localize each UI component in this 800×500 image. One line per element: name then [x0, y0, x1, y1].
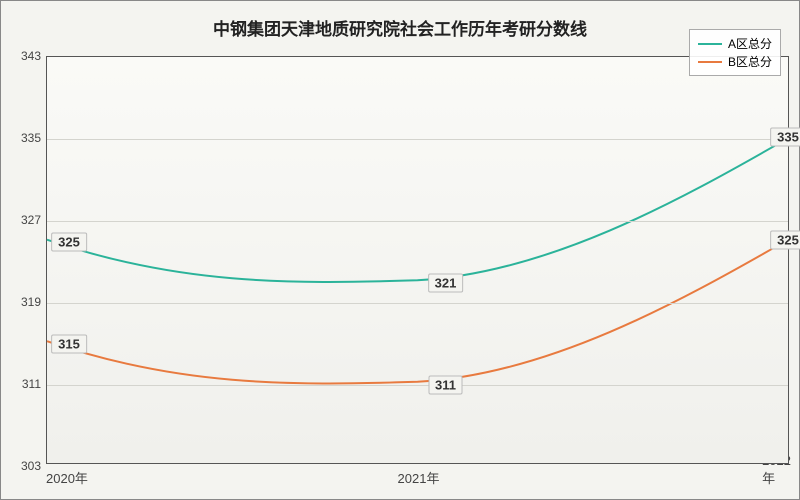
legend: A区总分 B区总分 [689, 29, 781, 76]
y-tick-label: 343 [1, 49, 41, 63]
chart-container: 中钢集团天津地质研究院社会工作历年考研分数线 A区总分 B区总分 303 311 3… [0, 0, 800, 500]
legend-label: B区总分 [728, 53, 772, 70]
legend-item: A区总分 [698, 35, 772, 52]
grid-line [47, 221, 788, 222]
data-label: 325 [51, 232, 87, 251]
chart-title: 中钢集团天津地质研究院社会工作历年考研分数线 [1, 15, 799, 40]
y-tick-label: 335 [1, 131, 41, 145]
y-tick-label: 327 [1, 213, 41, 227]
plot-area: 325321335315311325 [46, 56, 789, 464]
grid-line [47, 303, 788, 304]
x-tick-label: 2020年 [46, 468, 88, 487]
legend-swatch-a [698, 43, 722, 45]
data-label: 321 [428, 273, 464, 292]
grid-line [47, 385, 788, 386]
data-label: 311 [428, 376, 463, 395]
data-label: 315 [51, 335, 87, 354]
y-tick-label: 311 [1, 377, 41, 391]
y-tick-label: 303 [1, 459, 41, 473]
series-line [47, 138, 788, 282]
x-tick-label: 2021年 [398, 468, 440, 487]
y-tick-label: 319 [1, 295, 41, 309]
data-label: 335 [770, 128, 800, 147]
legend-item: B区总分 [698, 53, 772, 70]
chart-lines [47, 57, 788, 463]
legend-swatch-b [698, 61, 722, 63]
data-label: 325 [770, 230, 800, 249]
grid-line [47, 139, 788, 140]
legend-label: A区总分 [728, 35, 772, 52]
series-line [47, 240, 788, 384]
